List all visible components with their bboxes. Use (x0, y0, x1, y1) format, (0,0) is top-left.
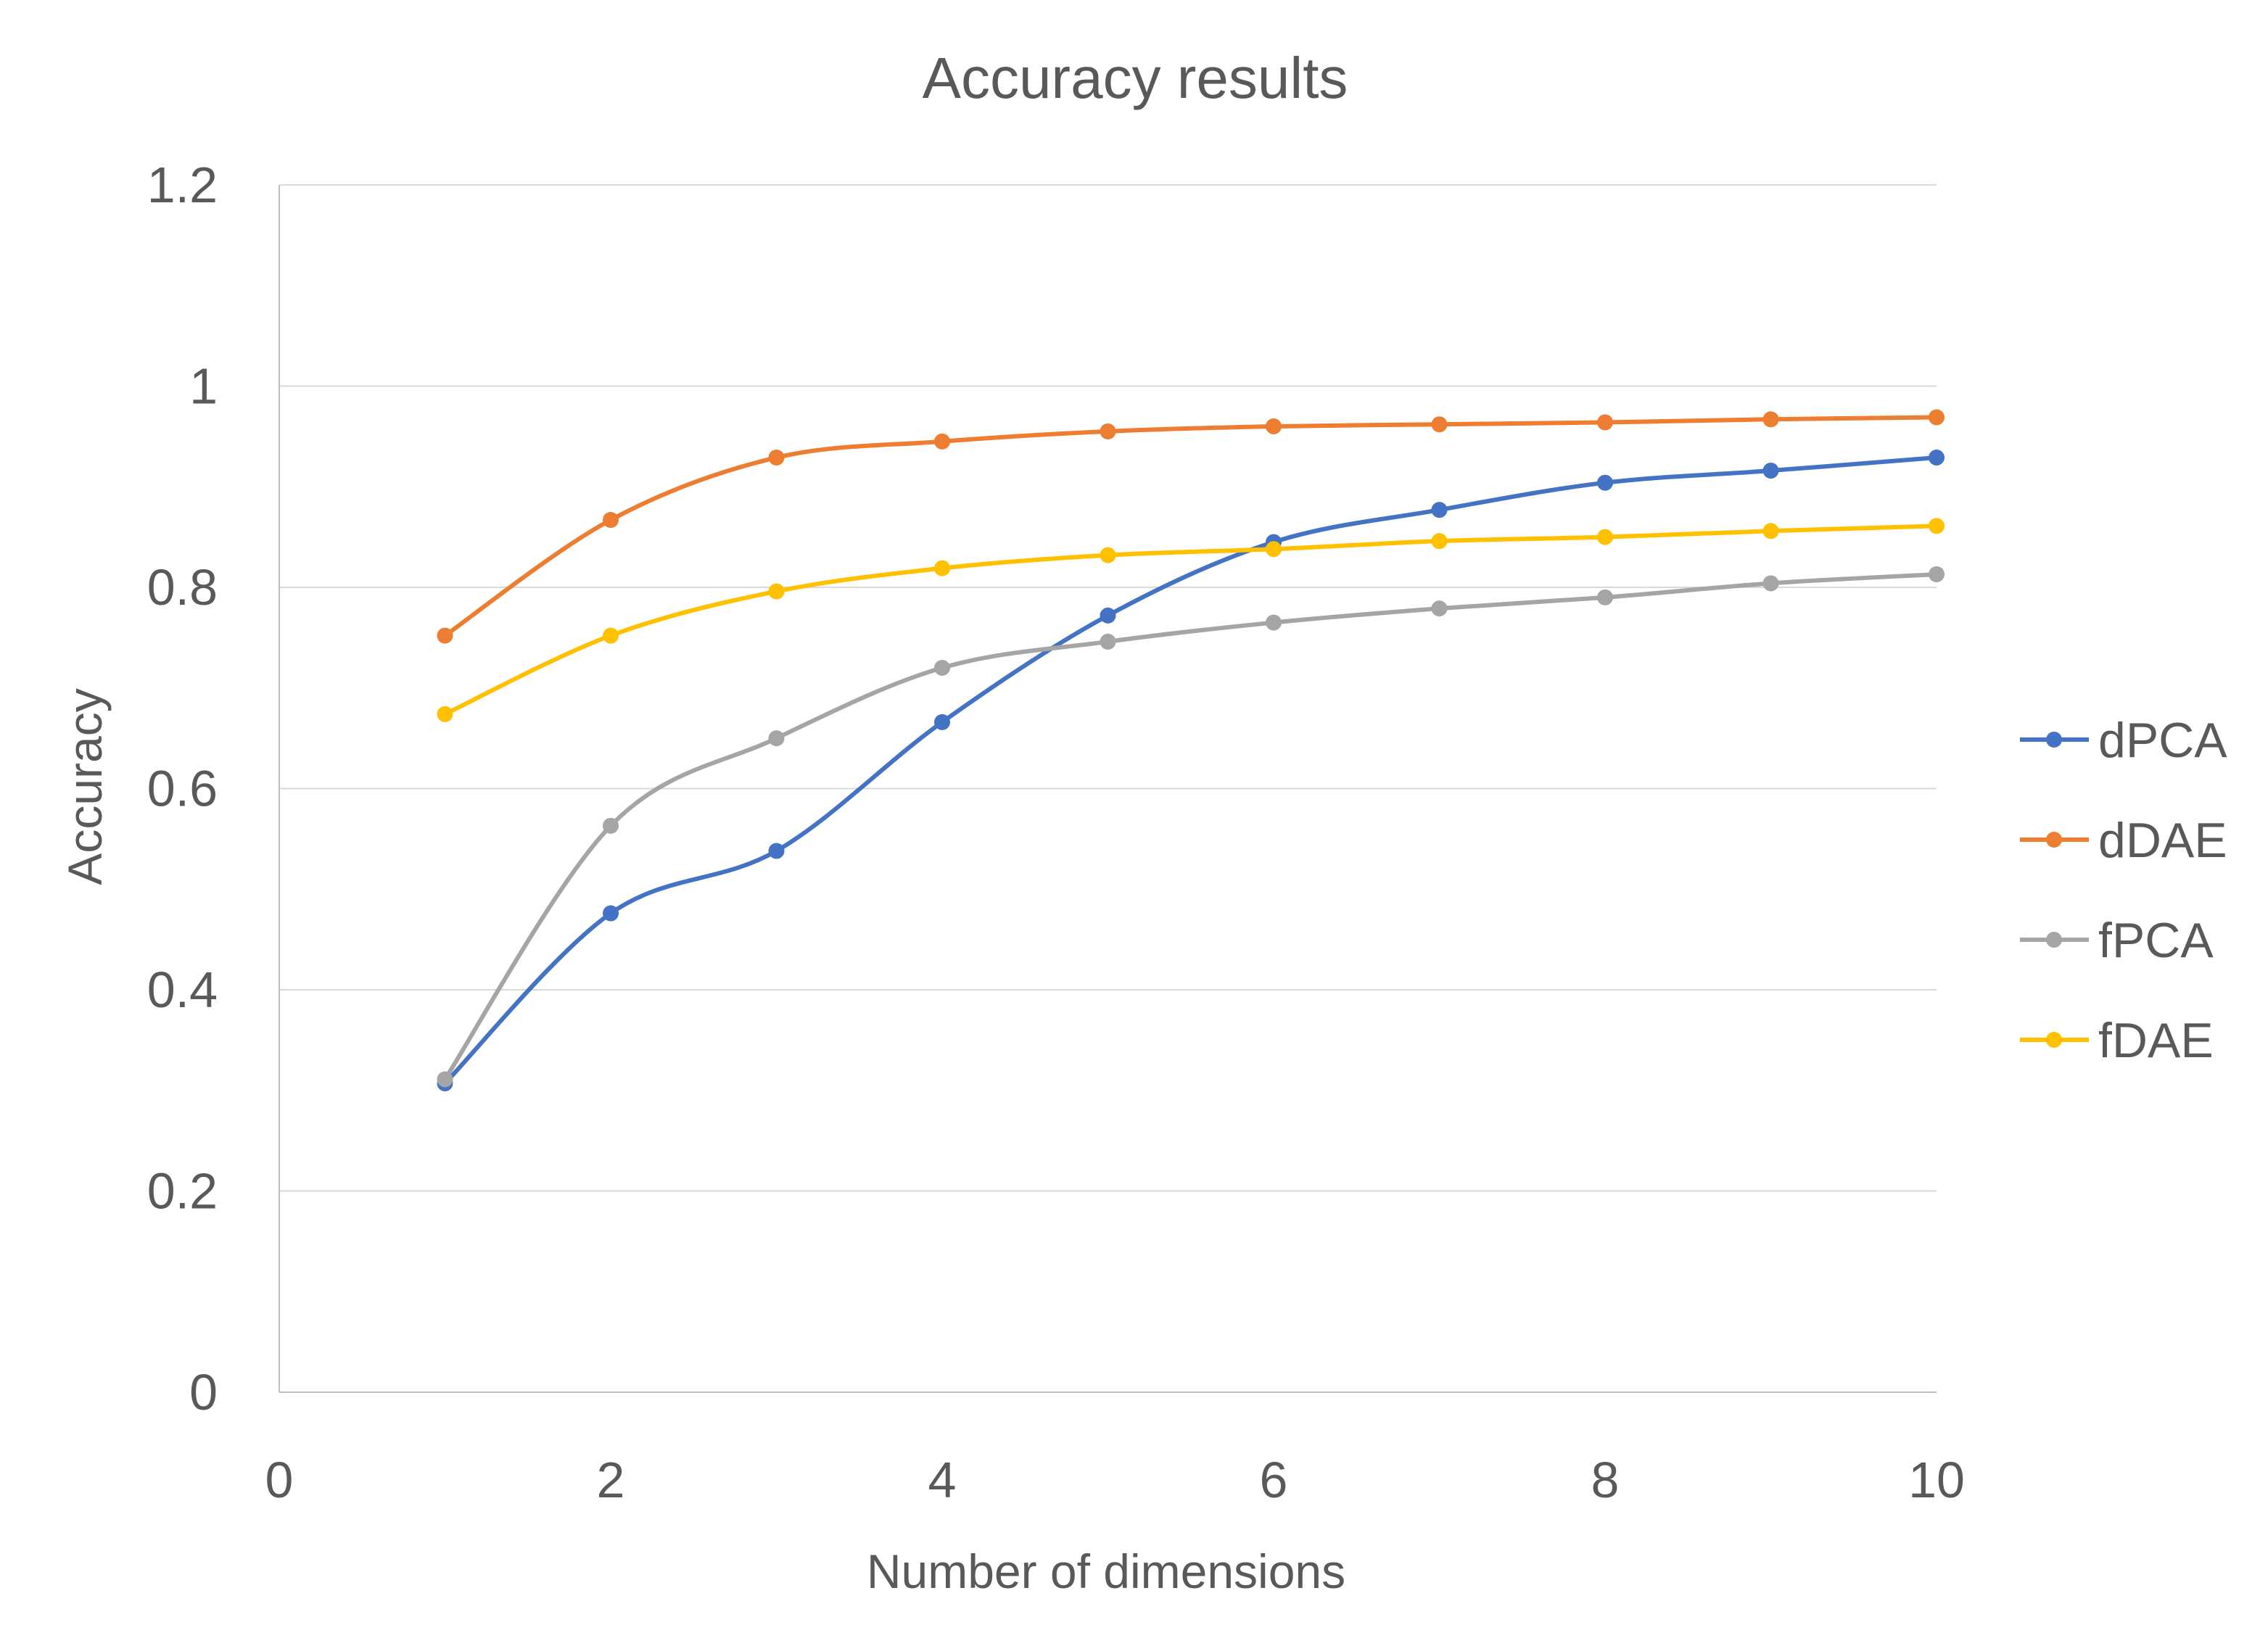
data-point-fdae (1266, 541, 1282, 558)
data-point-ddae (1431, 416, 1448, 433)
series-fdae (437, 518, 1945, 722)
data-point-fpca (1597, 589, 1613, 605)
data-point-ddae (1266, 418, 1282, 434)
data-point-fpca (1266, 614, 1282, 631)
data-point-dpca (603, 905, 619, 922)
legend-item-fdae: fDAE (2020, 1013, 2214, 1068)
legend-label: fDAE (2098, 1013, 2214, 1068)
y-tick-label: 0.2 (147, 1163, 218, 1220)
x-tick-labels: 0 2 4 6 8 10 (265, 1452, 1965, 1508)
data-point-fpca (934, 660, 950, 676)
legend-label: dDAE (2098, 813, 2227, 868)
data-point-dpca (1597, 474, 1613, 491)
x-tick-label: 0 (265, 1452, 294, 1508)
data-point-dpca (1929, 450, 1945, 466)
data-point-fpca (1100, 633, 1116, 650)
series-ddae (437, 409, 1945, 644)
data-point-dpca (1431, 502, 1448, 518)
data-point-fpca (1431, 600, 1448, 617)
data-point-ddae (1762, 411, 1779, 428)
y-tick-label: 0.4 (147, 961, 218, 1018)
data-point-fdae (1100, 547, 1116, 563)
x-tick-label: 8 (1591, 1452, 1620, 1508)
data-point-fdae (1431, 533, 1448, 550)
data-point-fpca (437, 1071, 453, 1088)
data-point-ddae (1100, 423, 1116, 439)
legend-swatch-marker (2046, 832, 2062, 848)
x-axis-label: Number of dimensions (867, 1544, 1345, 1598)
data-point-ddae (768, 450, 785, 466)
data-point-dpca (1100, 607, 1116, 624)
data-point-ddae (603, 512, 619, 529)
legend-swatch-marker (2046, 1032, 2062, 1048)
data-point-fpca (768, 730, 785, 747)
data-point-fdae (768, 583, 785, 600)
axes (279, 185, 1937, 1393)
data-point-dpca (1762, 463, 1779, 479)
series-fpca (437, 566, 1945, 1088)
data-point-fdae (934, 560, 950, 576)
gridlines (279, 184, 1937, 1192)
series-lines (437, 409, 1945, 1092)
y-tick-labels: 0 0.2 0.4 0.6 0.8 1 1.2 (147, 157, 218, 1420)
x-tick-label: 2 (597, 1452, 625, 1508)
data-point-fdae (1929, 518, 1945, 534)
y-axis-label: Accuracy (58, 688, 112, 885)
data-point-fpca (603, 817, 619, 834)
legend-item-dpca: dPCA (2020, 713, 2227, 768)
data-point-ddae (934, 433, 950, 450)
data-point-ddae (437, 627, 453, 644)
legend-label: fPCA (2098, 913, 2214, 968)
y-tick-label: 0.8 (147, 559, 218, 616)
legend-swatch-marker (2046, 932, 2062, 948)
chart-title: Accuracy results (923, 46, 1348, 110)
data-point-fdae (1762, 523, 1779, 539)
series-line-fpca (442, 571, 1939, 1082)
legend-item-fpca: fPCA (2020, 913, 2214, 968)
x-tick-label: 6 (1260, 1452, 1288, 1508)
data-point-fpca (1762, 575, 1779, 592)
data-point-fdae (1597, 529, 1613, 545)
data-point-fdae (437, 706, 453, 722)
x-tick-label: 10 (1908, 1452, 1965, 1508)
data-point-ddae (1597, 414, 1613, 431)
legend-item-ddae: dDAE (2020, 813, 2227, 868)
y-tick-label: 0.6 (147, 761, 218, 817)
data-point-dpca (768, 843, 785, 859)
legend: dPCA dDAE fPCA fDAE (2020, 713, 2227, 1068)
y-tick-label: 0 (189, 1364, 218, 1420)
y-tick-label: 1 (189, 358, 218, 415)
series-line-dpca (442, 455, 1939, 1086)
data-point-fdae (603, 627, 619, 644)
legend-label: dPCA (2098, 713, 2227, 768)
series-dpca (437, 450, 1945, 1092)
data-point-dpca (934, 714, 950, 730)
y-tick-label: 1.2 (147, 157, 218, 213)
x-tick-label: 4 (928, 1452, 957, 1508)
series-line-fdae (442, 524, 1939, 716)
data-point-ddae (1929, 409, 1945, 426)
series-line-ddae (442, 415, 1939, 638)
data-point-fpca (1929, 566, 1945, 582)
legend-swatch-marker (2046, 732, 2062, 748)
